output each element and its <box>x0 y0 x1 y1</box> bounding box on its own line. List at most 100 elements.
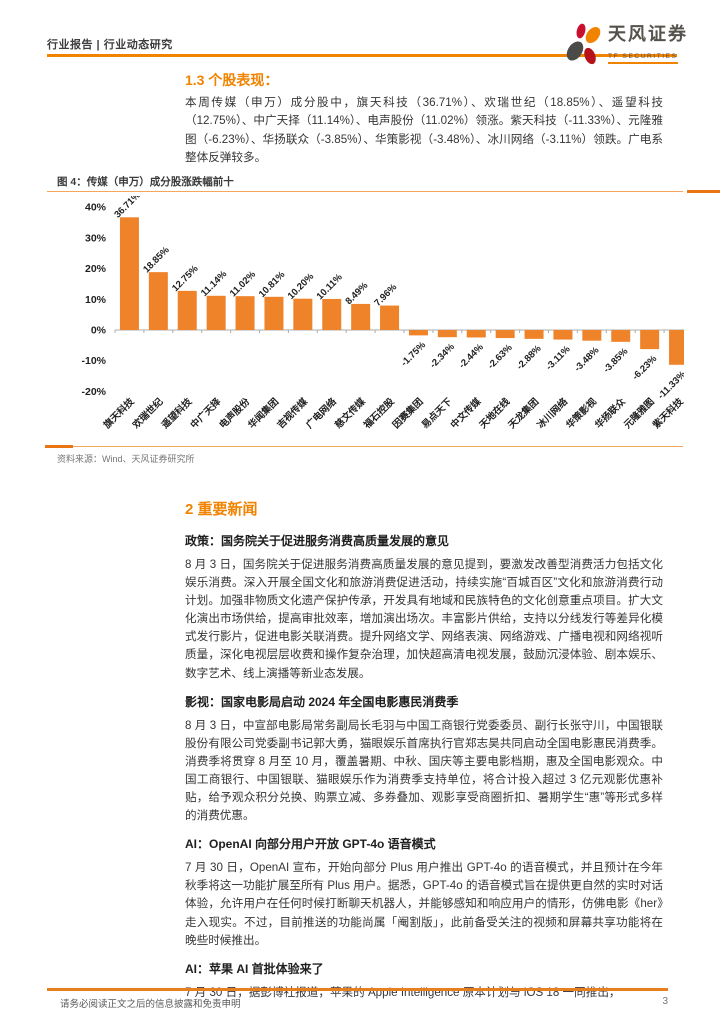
category-label: 遥望科技 <box>159 395 195 431</box>
bar <box>264 296 284 330</box>
bar-value-label: -2.34% <box>428 341 457 370</box>
bar <box>524 330 544 339</box>
category-label: 因赛集团 <box>390 396 425 431</box>
y-axis-tick-label: 30% <box>85 232 107 244</box>
y-axis-tick-label: -10% <box>81 355 106 367</box>
bar-value-label: 8.49% <box>343 280 370 307</box>
bar <box>293 298 313 330</box>
category-label: 华闻集团 <box>246 396 281 431</box>
news-body: 8 月 3 日，中宣部电影局常务副局长毛羽与中国工商银行党委委员、副行长张守川，… <box>185 718 663 823</box>
news-body: 7 月 30 日，OpenAI 宣布，开始向部分 Plus 用户推出 GPT-4… <box>185 861 663 947</box>
bar-value-label: -3.11% <box>544 344 573 373</box>
footer-disclaimer: 请务必阅读正文之后的信息披露和免责申明 <box>60 999 241 1010</box>
bar <box>235 296 255 330</box>
bar <box>351 303 371 330</box>
bar <box>148 272 168 330</box>
category-label: 易点天下 <box>419 395 455 431</box>
category-label: 中文传媒 <box>448 395 484 431</box>
figure-4-title: 图 4：传媒（申万）成分股涨跌幅前十 <box>57 176 234 188</box>
bar-value-label: -2.63% <box>486 342 515 371</box>
y-axis-tick-label: 40% <box>85 202 107 214</box>
bar-value-label: -3.48% <box>572 345 601 374</box>
news-heading: AI：OpenAI 向部分用户开放 GPT-4o 语音模式 <box>185 837 436 852</box>
bar <box>119 217 139 330</box>
bar-value-label: -3.85% <box>601 346 630 375</box>
logo-flower-icon <box>566 23 601 65</box>
bar-chart: -20% -10% 0% 10% 20% 30% 40% 36.71% 旗天科技 18.85% 欢瑞… <box>81 196 684 432</box>
category-label: 华扬联众 <box>593 395 629 431</box>
bar <box>582 330 602 341</box>
bar-value-label: 7.96% <box>372 281 399 308</box>
category-label: 中广天择 <box>188 395 224 431</box>
category-label: 吉视传媒 <box>275 395 311 431</box>
news-item: 影视：国家电影局启动 2024 年全国电影惠民消费季 8 月 3 日，中宣部电影… <box>185 693 663 826</box>
category-label: 福石控股 <box>361 395 397 431</box>
category-label: 华策影视 <box>564 395 600 431</box>
news-body: 8 月 3 日，国务院关于促进服务消费高质量发展的意见提到，要激发改善型消费活力… <box>185 558 663 680</box>
y-axis-tick-label: 10% <box>85 294 107 306</box>
category-label: 天龙集团 <box>506 396 541 431</box>
bar-value-label: 12.75% <box>170 263 201 294</box>
bar <box>380 305 400 330</box>
bar <box>640 330 660 350</box>
figure-title-divider <box>47 191 683 192</box>
news-heading: 影视：国家电影局启动 2024 年全国电影惠民消费季 <box>185 694 459 709</box>
category-label: 元隆雅图 <box>621 396 656 431</box>
bar-value-label: 10.81% <box>257 269 288 300</box>
category-label: 广电网络 <box>304 395 340 431</box>
figure-bottom-divider-accent <box>45 445 73 448</box>
figure-bottom-divider <box>73 446 683 447</box>
bar-value-label: -2.44% <box>457 341 486 370</box>
category-label: 电声股份 <box>217 395 253 431</box>
category-label: 慈文传媒 <box>332 395 368 431</box>
footer-divider <box>47 988 668 991</box>
page-number: 3 <box>662 996 668 1007</box>
y-axis-tick-label: -20% <box>81 386 106 398</box>
figure-source-note: 资料来源：Wind、天风证券研究所 <box>57 454 195 464</box>
news-heading: 政策：国务院关于促进服务消费高质量发展的意见 <box>185 534 450 548</box>
bar <box>408 330 428 336</box>
brand-name: 天风证券 <box>608 24 688 44</box>
header-divider <box>47 54 677 57</box>
figure-title-divider-accent <box>687 190 720 193</box>
report-type-breadcrumb: 行业报告 | 行业动态研究 <box>47 39 173 51</box>
bar-value-label: -1.75% <box>399 339 428 368</box>
bar <box>206 295 226 330</box>
category-label: 欢瑞世纪 <box>129 395 165 431</box>
bar-value-label: 11.14% <box>199 268 230 299</box>
logo-text: 天风证券 TF SECURITIES <box>608 23 688 64</box>
category-label: 冰川网络 <box>535 395 571 431</box>
bar <box>177 290 197 330</box>
bar-value-label: 36.71% <box>112 196 143 220</box>
bar-value-label: -11.33% <box>656 369 684 402</box>
bar-value-label: 10.20% <box>286 271 317 302</box>
bar-value-label: -2.88% <box>515 343 544 372</box>
bar <box>495 330 515 339</box>
news-item: AI：苹果 AI 首批体验来了 7 月 30 日，据彭博社报道，苹果的 Appl… <box>185 960 663 1002</box>
bar <box>322 298 342 330</box>
section-1-3-heading: 1.3 个股表现： <box>185 72 279 88</box>
bar <box>466 330 486 338</box>
brand-subtitle: TF SECURITIES <box>608 53 678 64</box>
tf-securities-logo: 天风证券 TF SECURITIES <box>566 23 688 67</box>
bar-value-label: 18.85% <box>141 244 172 275</box>
bar-value-label: 10.11% <box>315 272 346 303</box>
category-label: 旗天科技 <box>101 395 137 431</box>
news-heading: AI：苹果 AI 首批体验来了 <box>185 961 324 976</box>
bar-value-label: -6.23% <box>630 353 659 382</box>
y-axis-tick-label: 20% <box>85 263 107 275</box>
y-axis-tick-label: 0% <box>91 325 107 337</box>
bar <box>553 330 573 340</box>
news-item: AI：OpenAI 向部分用户开放 GPT-4o 语音模式 7 月 30 日，O… <box>185 835 663 949</box>
bar-value-label: 11.02% <box>228 269 259 300</box>
bar <box>611 330 631 342</box>
bar <box>669 330 684 365</box>
category-label: 天地在线 <box>477 395 513 431</box>
news-list: 政策：国务院关于促进服务消费高质量发展的意见 8 月 3 日，国务院关于促进服务… <box>185 522 663 1002</box>
section-1-3-paragraph: 本周传媒（申万）成分股中，旗天科技（36.71%）、欢瑞世纪（18.85%）、遥… <box>185 96 663 164</box>
bar <box>437 330 457 338</box>
section-2-heading: 2 重要新闻 <box>185 501 258 518</box>
news-item: 政策：国务院关于促进服务消费高质量发展的意见 8 月 3 日，国务院关于促进服务… <box>185 532 663 683</box>
news-body: 7 月 30 日，据彭博社报道，苹果的 Apple Intelligence 原… <box>185 985 621 999</box>
